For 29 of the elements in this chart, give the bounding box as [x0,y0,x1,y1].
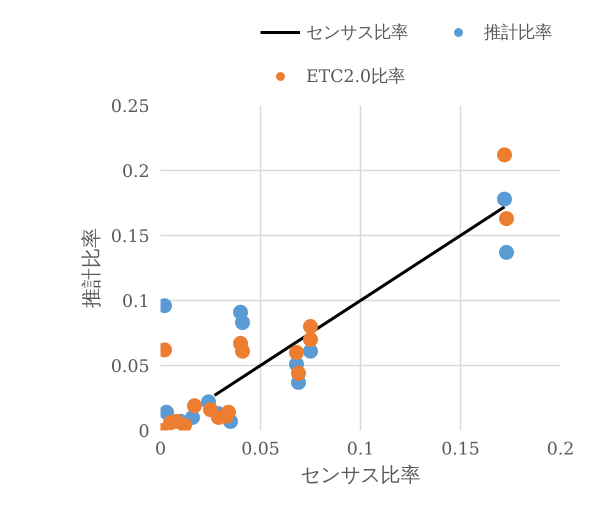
point [303,332,318,347]
legend-label: センサス比率 [306,22,408,44]
point [187,398,202,414]
point [499,211,514,226]
point [291,366,306,381]
point [235,315,250,330]
x-tick-label: 0.15 [441,440,480,460]
x-tick-label: 0.2 [546,440,574,460]
y-tick-label: 0 [138,422,150,442]
point [497,192,512,207]
point [499,244,514,260]
point [289,345,304,360]
y-axis-title: 推計比率 [78,228,103,308]
point [221,404,236,420]
y-tick-label: 0.2 [122,162,150,182]
legend-label: ETC2.0比率 [306,66,406,88]
y-tick-label: 0.05 [110,357,150,377]
x-tick-label: 0 [154,440,166,460]
point [497,147,512,162]
x-axis-title: センサス比率 [300,462,420,486]
x-tick-label: 0.1 [346,440,374,460]
x-tick-label: 0.05 [241,440,280,460]
legend-label: 推計比率 [484,22,552,44]
y-tick-label: 0.15 [110,227,150,247]
point [177,418,192,430]
y-tick-label: 0.25 [110,97,150,117]
point [235,344,250,359]
point [303,319,318,334]
y-tick-label: 0.1 [122,292,150,312]
